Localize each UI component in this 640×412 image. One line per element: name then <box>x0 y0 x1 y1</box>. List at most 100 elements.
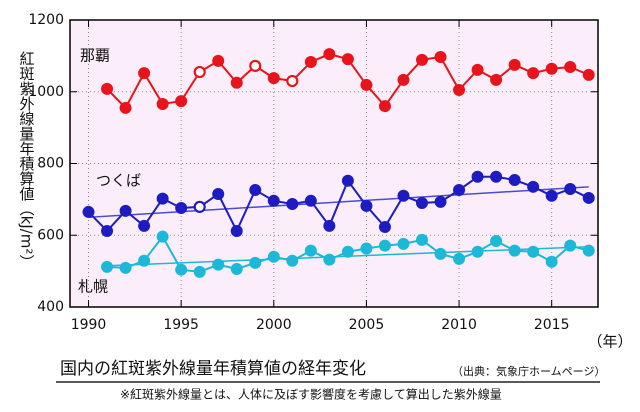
data-point <box>212 258 225 271</box>
y-axis-label: 紅斑紫外線量年積算値（kJ/m²） <box>18 51 36 270</box>
data-point <box>323 48 336 61</box>
data-point <box>304 194 317 207</box>
open-marker-ring <box>249 59 262 72</box>
y-tick-label: 1200 <box>28 12 64 28</box>
data-point <box>304 55 317 68</box>
x-tick-label: 2010 <box>441 317 477 333</box>
data-point <box>378 239 391 252</box>
source: （出典：気象庁ホームページ） <box>452 364 605 378</box>
x-tick-label: 1995 <box>163 317 199 333</box>
data-point <box>212 187 225 200</box>
open-marker-ring <box>193 200 206 213</box>
data-point <box>323 253 336 266</box>
data-point <box>156 230 169 243</box>
data-point <box>397 237 410 250</box>
data-point <box>101 224 114 237</box>
data-point <box>304 244 317 257</box>
data-point <box>545 62 558 75</box>
data-point <box>582 68 595 81</box>
x-tick-label: 1990 <box>71 317 107 333</box>
data-point <box>453 252 466 265</box>
data-point <box>453 83 466 96</box>
series-label: 札幌 <box>78 278 108 296</box>
data-point <box>416 196 428 209</box>
data-point <box>175 95 188 108</box>
data-point <box>490 73 503 86</box>
series-label: 那覇 <box>80 47 110 65</box>
data-point <box>582 191 595 204</box>
data-point <box>508 58 521 71</box>
data-point <box>156 97 169 110</box>
data-point <box>508 174 521 187</box>
data-point <box>471 63 484 76</box>
data-point <box>527 180 540 193</box>
y-tick-label: 1000 <box>28 84 64 100</box>
y-tick-label: 800 <box>37 156 64 172</box>
note: ※紅斑紫外線量とは、人体に及ぼす影響度を考慮して算出した紫外線量 <box>120 387 502 402</box>
data-point <box>249 184 262 197</box>
plot-frame <box>69 19 599 308</box>
data-point <box>416 233 428 246</box>
data-point <box>267 250 280 263</box>
data-point <box>212 54 225 67</box>
data-point <box>82 205 95 218</box>
data-point <box>490 234 503 247</box>
data-point <box>564 182 577 195</box>
data-point <box>360 242 373 255</box>
data-point <box>360 199 373 212</box>
data-point <box>175 201 188 214</box>
chart-title: 国内の紅斑紫外線量年積算値の経年変化 <box>60 359 366 379</box>
y-tick-label: 400 <box>37 299 64 315</box>
data-point <box>286 254 299 267</box>
data-point <box>341 245 354 258</box>
data-point <box>119 204 132 217</box>
data-point <box>471 245 484 258</box>
y-tick-label: 600 <box>37 227 64 243</box>
data-point <box>397 189 410 202</box>
data-point <box>341 174 354 187</box>
series-label: つくば <box>96 172 141 190</box>
data-point <box>378 100 391 113</box>
data-point <box>490 170 503 183</box>
data-point <box>267 72 280 85</box>
data-point <box>434 247 447 260</box>
data-point <box>175 263 188 276</box>
data-point <box>193 265 206 278</box>
data-point <box>564 239 577 252</box>
data-point <box>249 256 262 269</box>
data-point <box>286 198 299 211</box>
data-point <box>101 260 114 273</box>
data-point <box>119 101 132 114</box>
x-tick-label: 2015 <box>534 317 570 333</box>
data-point <box>341 53 354 66</box>
data-point <box>471 170 484 183</box>
data-point <box>323 219 336 232</box>
data-point <box>267 194 280 207</box>
data-point <box>138 254 151 267</box>
open-marker-ring <box>286 74 299 87</box>
data-point <box>230 224 243 237</box>
data-point <box>545 189 558 202</box>
x-tick-label: 2005 <box>349 317 385 333</box>
data-point <box>582 244 595 257</box>
open-marker-ring <box>193 66 206 79</box>
data-point <box>527 67 540 80</box>
data-point <box>527 245 540 258</box>
x-tick-label: 2000 <box>256 317 292 333</box>
data-point <box>397 73 410 86</box>
data-point <box>230 76 243 89</box>
data-point <box>119 261 132 274</box>
data-point <box>545 255 558 268</box>
data-point <box>360 78 373 91</box>
data-point <box>434 195 447 208</box>
data-point <box>416 53 428 66</box>
x-axis-label: （年） <box>587 333 632 351</box>
data-point <box>378 220 391 233</box>
data-point <box>508 244 521 257</box>
data-point <box>138 67 151 80</box>
data-point <box>564 60 577 73</box>
data-point <box>434 50 447 63</box>
series-line <box>87 175 590 234</box>
data-point <box>156 192 169 205</box>
